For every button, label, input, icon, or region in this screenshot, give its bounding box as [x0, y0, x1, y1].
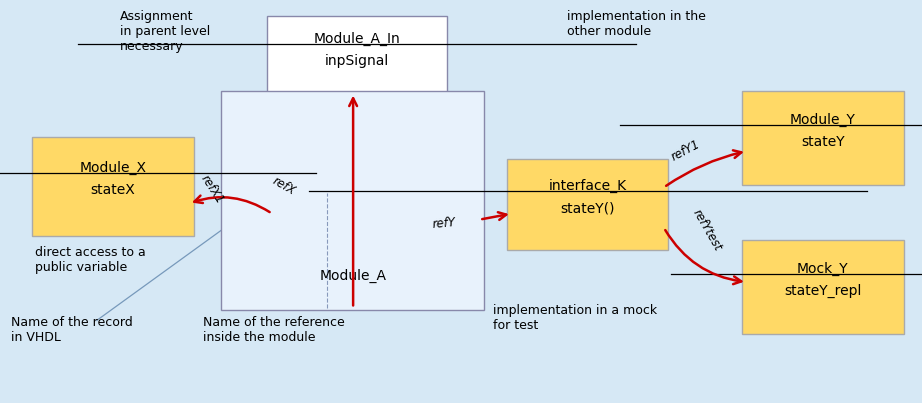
- FancyBboxPatch shape: [221, 91, 484, 310]
- Text: Mock_Y: Mock_Y: [798, 262, 848, 276]
- Text: stateX: stateX: [90, 183, 136, 197]
- FancyBboxPatch shape: [507, 159, 668, 250]
- Text: refX1: refX1: [198, 173, 227, 206]
- Text: refY: refY: [431, 216, 455, 231]
- Text: implementation in a mock
for test: implementation in a mock for test: [493, 304, 657, 332]
- FancyBboxPatch shape: [32, 137, 194, 236]
- Text: Assignment
in parent level
necessary: Assignment in parent level necessary: [120, 10, 210, 53]
- Text: Name of the reference
inside the module: Name of the reference inside the module: [203, 316, 345, 344]
- Text: refYtest: refYtest: [690, 206, 724, 253]
- Text: stateY: stateY: [801, 135, 845, 149]
- Text: implementation in the
other module: implementation in the other module: [567, 10, 706, 38]
- Text: Module_Y: Module_Y: [790, 113, 856, 127]
- FancyBboxPatch shape: [267, 16, 447, 99]
- Text: interface_K: interface_K: [549, 179, 627, 193]
- Text: Name of the record
in VHDL: Name of the record in VHDL: [11, 316, 133, 344]
- Text: Module_A_In: Module_A_In: [313, 32, 401, 46]
- Text: refX: refX: [270, 174, 298, 197]
- FancyBboxPatch shape: [742, 91, 904, 185]
- Text: direct access to a
public variable: direct access to a public variable: [35, 246, 146, 274]
- Text: Module_X: Module_X: [79, 161, 147, 175]
- Text: stateY(): stateY(): [561, 202, 615, 216]
- Text: Module_A: Module_A: [319, 269, 386, 283]
- FancyBboxPatch shape: [742, 240, 904, 334]
- Text: refY1: refY1: [669, 137, 703, 163]
- Text: stateY_repl: stateY_repl: [785, 284, 861, 298]
- Text: inpSignal: inpSignal: [325, 54, 389, 69]
